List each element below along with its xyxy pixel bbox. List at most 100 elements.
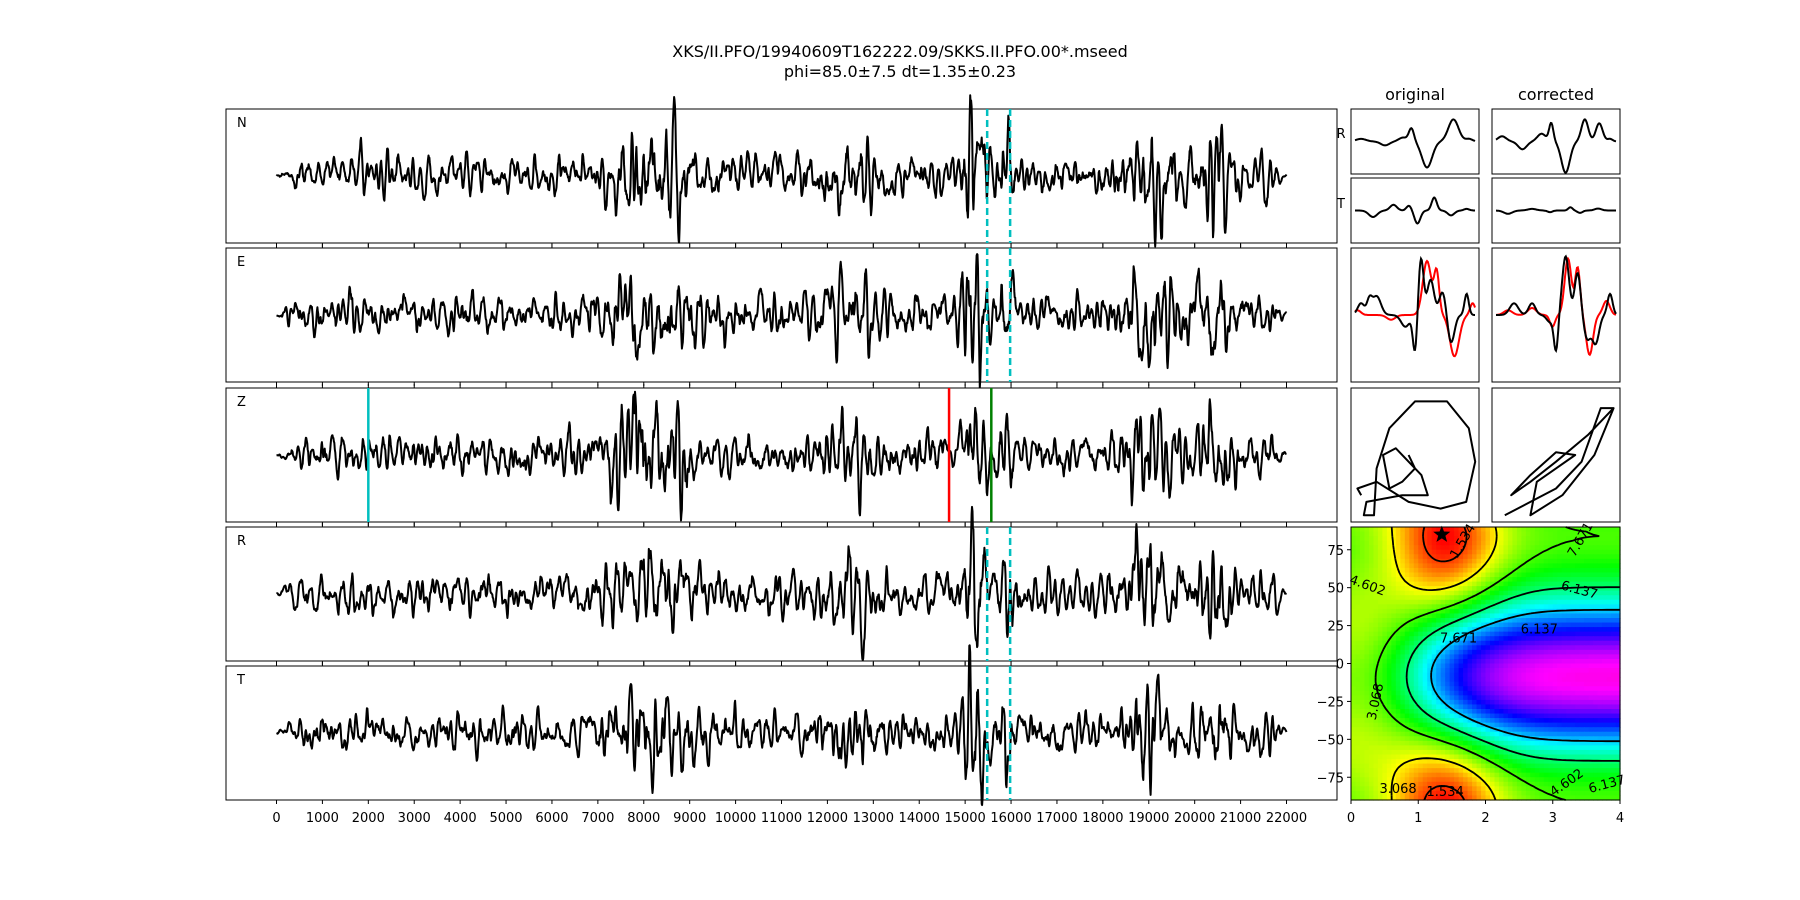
heatmap-cell bbox=[1494, 786, 1500, 792]
heatmap-cell bbox=[1400, 581, 1406, 587]
heatmap-cell bbox=[1615, 786, 1621, 792]
heatmap-cell bbox=[1579, 531, 1585, 537]
heatmap-cell bbox=[1386, 718, 1392, 724]
trace-panel-r: R bbox=[225, 505, 1338, 665]
heatmap-cell bbox=[1489, 772, 1496, 778]
heatmap-cell bbox=[1552, 636, 1558, 642]
heatmap-cell bbox=[1543, 795, 1549, 801]
heatmap-cell bbox=[1476, 654, 1482, 660]
heatmap-cell bbox=[1548, 558, 1554, 564]
heatmap-cell bbox=[1485, 636, 1491, 642]
heatmap-cell bbox=[1463, 654, 1469, 660]
heatmap-cell bbox=[1543, 740, 1549, 746]
heatmap-cell bbox=[1579, 558, 1585, 564]
heatmap-cell bbox=[1530, 613, 1536, 619]
heatmap-cell bbox=[1409, 595, 1415, 601]
heatmap-cell bbox=[1467, 627, 1473, 633]
heatmap-cell bbox=[1382, 554, 1388, 560]
heatmap-cell bbox=[1516, 759, 1522, 765]
heatmap-cell bbox=[1521, 536, 1527, 542]
heatmap-cell bbox=[1355, 554, 1361, 560]
heatmap-cell bbox=[1445, 640, 1451, 646]
heatmap-cell bbox=[1404, 727, 1410, 733]
heatmap-cell bbox=[1422, 668, 1428, 674]
trace-waveform bbox=[275, 94, 1288, 248]
heatmap-cell bbox=[1593, 595, 1599, 601]
heatmap-cell bbox=[1391, 663, 1397, 669]
heatmap-cell bbox=[1566, 704, 1572, 710]
heatmap-cell bbox=[1404, 627, 1410, 633]
heatmap-cell bbox=[1575, 581, 1581, 587]
heatmap-cell bbox=[1409, 681, 1415, 687]
heatmap-cell bbox=[1454, 754, 1460, 760]
heatmap-cell bbox=[1445, 695, 1451, 701]
heatmap-cell bbox=[1449, 540, 1455, 546]
heatmap-cell bbox=[1382, 608, 1388, 615]
heatmap-cell bbox=[1539, 704, 1545, 710]
heatmap-cell bbox=[1530, 695, 1536, 701]
heatmap-cell bbox=[1409, 554, 1415, 560]
heatmap-cell bbox=[1566, 759, 1572, 765]
heatmap-cell bbox=[1355, 768, 1361, 774]
heatmap-cell bbox=[1427, 586, 1433, 592]
contour-line bbox=[1390, 526, 1498, 801]
heatmap-cell bbox=[1377, 781, 1383, 787]
heatmap-cell bbox=[1400, 563, 1406, 569]
heatmap-cell bbox=[1409, 790, 1415, 797]
heatmap-cell bbox=[1400, 704, 1406, 710]
heatmap-cell bbox=[1431, 645, 1437, 651]
heatmap-cell bbox=[1382, 595, 1388, 601]
heatmap-cell bbox=[1382, 718, 1388, 724]
heatmap-cell bbox=[1436, 709, 1442, 715]
heatmap-cell bbox=[1400, 658, 1406, 665]
heatmap-cell bbox=[1449, 545, 1455, 551]
heatmap-cell bbox=[1588, 677, 1594, 683]
heatmap-cell bbox=[1458, 640, 1464, 646]
heatmap-cell bbox=[1593, 631, 1599, 637]
heatmap-cell bbox=[1427, 654, 1433, 660]
heatmap-cell bbox=[1440, 668, 1446, 674]
x-tick-label: 3000 bbox=[398, 811, 431, 826]
heatmap-cell bbox=[1611, 531, 1617, 537]
heatmap-cell bbox=[1476, 677, 1482, 683]
heatmap-cell bbox=[1359, 595, 1366, 601]
heatmap-cell bbox=[1364, 563, 1370, 569]
heatmap-cell bbox=[1534, 549, 1540, 555]
heatmap-cell bbox=[1386, 567, 1392, 574]
heatmap-cell bbox=[1606, 613, 1612, 619]
heatmap-cell bbox=[1431, 654, 1437, 660]
heatmap-cell bbox=[1516, 636, 1522, 642]
heatmap-cell bbox=[1382, 749, 1388, 756]
heatmap-cell bbox=[1512, 722, 1518, 728]
heatmap-cell bbox=[1445, 795, 1451, 801]
heatmap-cell bbox=[1575, 749, 1581, 756]
heatmap-cell bbox=[1409, 636, 1415, 642]
heatmap-cell bbox=[1485, 686, 1491, 692]
heatmap-cell bbox=[1445, 790, 1451, 797]
heatmap-cell bbox=[1373, 709, 1379, 715]
heatmap-cell bbox=[1593, 599, 1599, 605]
heatmap-cell bbox=[1557, 577, 1563, 583]
heatmap-cell bbox=[1521, 663, 1527, 669]
heatmap-cell bbox=[1422, 754, 1428, 760]
heatmap-cell bbox=[1615, 540, 1621, 546]
heatmap-cell bbox=[1539, 531, 1545, 537]
heatmap-cell bbox=[1543, 554, 1549, 560]
heatmap-cell bbox=[1512, 790, 1518, 797]
heatmap-cell bbox=[1373, 540, 1379, 546]
heatmap-cell bbox=[1602, 763, 1608, 769]
heatmap-cell bbox=[1359, 627, 1366, 633]
heatmap-cell bbox=[1548, 727, 1554, 733]
heatmap-cell bbox=[1458, 627, 1464, 633]
heatmap-cell bbox=[1440, 572, 1446, 578]
heatmap-cell bbox=[1355, 781, 1361, 787]
heatmap-cell bbox=[1355, 586, 1361, 592]
heatmap-cell bbox=[1476, 759, 1482, 765]
heatmap-cell bbox=[1409, 686, 1415, 692]
heatmap-cell bbox=[1481, 631, 1487, 637]
heatmap-cell bbox=[1606, 618, 1612, 624]
heatmap-cell bbox=[1489, 704, 1496, 710]
heatmap-cell bbox=[1552, 613, 1558, 619]
heatmap-cell bbox=[1413, 690, 1419, 696]
heatmap-cell bbox=[1449, 745, 1455, 751]
